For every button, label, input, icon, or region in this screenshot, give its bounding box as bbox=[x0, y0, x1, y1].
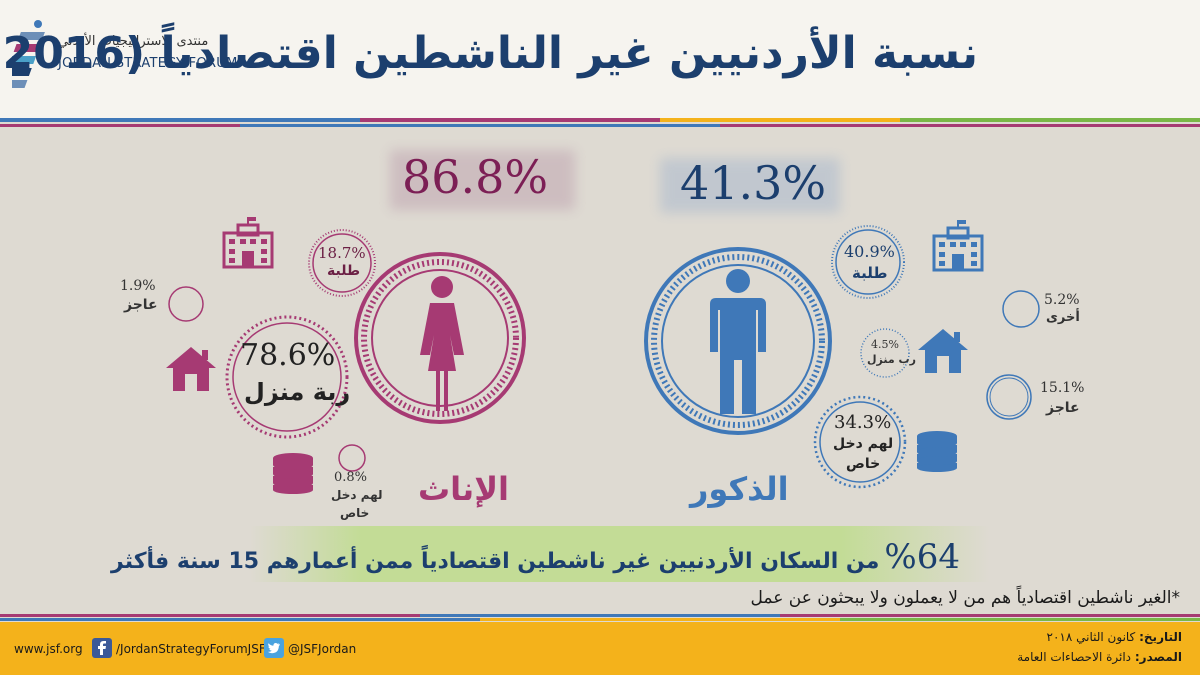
female-students-value: 18.7% bbox=[318, 244, 366, 262]
female-housewife-value: 78.6% bbox=[240, 338, 336, 373]
female-disabled-circle bbox=[168, 286, 204, 322]
male-label: الذكور bbox=[690, 470, 789, 508]
male-circle bbox=[644, 247, 832, 435]
footer: www.jsf.org /JordanStrategyForumJSF @JSF… bbox=[0, 622, 1200, 675]
female-school-icon bbox=[222, 217, 274, 269]
male-total-backdrop bbox=[660, 158, 840, 213]
male-disabled-circle bbox=[986, 374, 1032, 420]
male-students-label: طلبة bbox=[852, 264, 888, 282]
female-income-circle bbox=[338, 444, 366, 472]
female-disabled-label: عاجز bbox=[124, 297, 158, 313]
jsf-logo-icon bbox=[12, 20, 45, 88]
male-coins-icon bbox=[917, 431, 957, 472]
definition-note: *الغير ناشطين اقتصادياً هم من لا يعملون … bbox=[750, 588, 1180, 608]
date-line: التاريخ: كانون الثاني ٢٠١٨ bbox=[1047, 630, 1182, 644]
top-divider-2 bbox=[0, 124, 1200, 127]
male-figure-icon bbox=[710, 269, 766, 414]
male-disabled-value: 15.1% bbox=[1040, 380, 1085, 396]
summary-percent: %64 bbox=[884, 537, 960, 577]
male-homemaker-value: 4.5% bbox=[871, 338, 899, 351]
male-other-value: 5.2% bbox=[1044, 292, 1080, 308]
summary-text: من السكان الأردنيين غير ناشطين اقتصادياً… bbox=[111, 549, 880, 574]
male-homemaker-circle bbox=[860, 328, 910, 378]
male-students-circle bbox=[831, 225, 905, 299]
source-value: دائرة الاحصاءات العامة bbox=[1017, 650, 1132, 664]
male-income-label-1: لهم دخل bbox=[833, 436, 894, 452]
female-income-value: 0.8% bbox=[334, 470, 368, 485]
bottom-divider-2 bbox=[0, 618, 1200, 621]
summary-line: %64 من السكان الأردنيين غير ناشطين اقتصا… bbox=[111, 537, 960, 577]
website-link[interactable]: www.jsf.org bbox=[14, 642, 83, 656]
male-students-value: 40.9% bbox=[844, 242, 895, 261]
twitter-icon[interactable] bbox=[264, 638, 284, 658]
female-income-label-1: لهم دخل bbox=[331, 488, 383, 502]
bottom-divider bbox=[0, 614, 1200, 617]
female-housewife-label: ربة منزل bbox=[244, 378, 351, 406]
female-figure-icon bbox=[420, 276, 464, 411]
male-income-circle bbox=[813, 395, 907, 489]
female-total-value: 86.8% bbox=[402, 150, 549, 204]
female-coins-icon bbox=[273, 453, 313, 494]
male-homemaker-label: رب منزل bbox=[867, 353, 916, 366]
female-students-label: طلبة bbox=[327, 263, 361, 279]
page-title: نسبة الأردنيين غير الناشطين اقتصادياً (2… bbox=[0, 28, 978, 79]
female-students-circle bbox=[308, 229, 376, 297]
male-disabled-label: عاجز bbox=[1046, 400, 1080, 416]
male-other-circle bbox=[1002, 290, 1040, 328]
male-total-value: 41.3% bbox=[680, 156, 827, 210]
top-divider bbox=[0, 118, 1200, 122]
male-income-value: 34.3% bbox=[834, 412, 892, 433]
female-house-icon bbox=[166, 347, 216, 391]
source-label: المصدر: bbox=[1134, 650, 1182, 664]
male-house-icon bbox=[918, 329, 968, 373]
male-school-icon bbox=[932, 220, 984, 272]
date-label: التاريخ: bbox=[1139, 630, 1182, 644]
female-total-backdrop bbox=[390, 150, 575, 210]
female-housewife-circle bbox=[225, 315, 349, 439]
female-label: الإناث bbox=[418, 470, 509, 508]
twitter-link[interactable]: @JSFJordan bbox=[288, 642, 357, 656]
date-value: كانون الثاني ٢٠١٨ bbox=[1046, 630, 1136, 644]
logo-english-text: JORDAN STRATEGY FORUM bbox=[58, 56, 238, 71]
facebook-link[interactable]: /JordanStrategyForumJSF bbox=[116, 642, 266, 656]
male-other-label: أخرى bbox=[1046, 310, 1080, 325]
facebook-icon[interactable] bbox=[92, 638, 112, 658]
source-line: المصدر: دائرة الاحصاءات العامة bbox=[1017, 650, 1182, 664]
header: منتدى الاستراتيجيات الأردني JORDAN STRAT… bbox=[0, 0, 1200, 118]
female-income-label-2: خاص bbox=[340, 506, 370, 520]
summary-highlight bbox=[250, 526, 990, 582]
logo-arabic-text: منتدى الاستراتيجيات الأردني bbox=[58, 34, 209, 49]
female-disabled-value: 1.9% bbox=[120, 278, 156, 294]
male-income-label-2: خاص bbox=[846, 456, 881, 472]
